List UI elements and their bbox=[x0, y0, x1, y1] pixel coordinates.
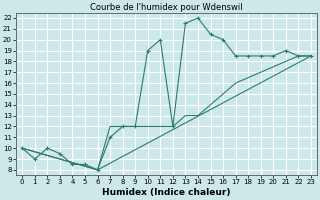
X-axis label: Humidex (Indice chaleur): Humidex (Indice chaleur) bbox=[102, 188, 231, 197]
Title: Courbe de l'humidex pour Wdenswil: Courbe de l'humidex pour Wdenswil bbox=[90, 3, 243, 12]
